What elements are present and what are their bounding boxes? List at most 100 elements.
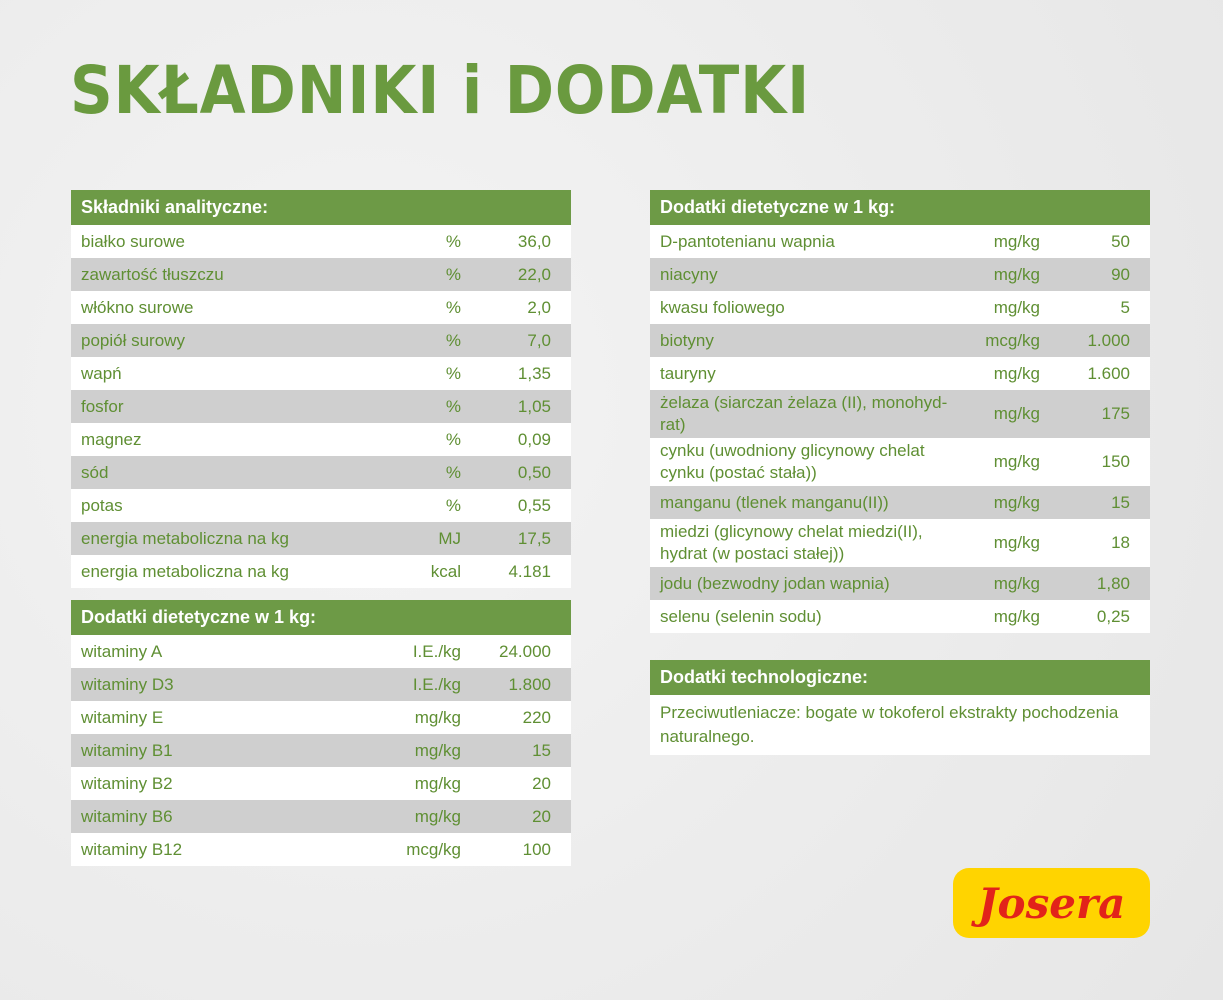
row-value: 17,5 [517, 528, 551, 548]
row-name: popiół surowy [81, 330, 185, 350]
table-row: białko surowe% 36,0 [71, 225, 571, 258]
row-unit: mg/kg [414, 806, 461, 826]
table-row: selenu (selenin sodu) mg/kg 0,25 [650, 600, 1150, 633]
table-row: energia metaboliczna na kg kcal 4.181 [71, 555, 571, 588]
logo: Josera [953, 868, 1150, 938]
row-value: 1,05 [517, 396, 551, 416]
table-row: tauryny mg/kg 1.600 [650, 357, 1150, 390]
row-value: 90 [1111, 264, 1130, 284]
row-name: sód [81, 462, 109, 482]
table-row: popiół surowy% 7,0 [71, 324, 571, 357]
row-unit: % [445, 297, 461, 317]
table-row: witaminy E mg/kg 220 [71, 701, 571, 734]
table-row: biotyny mcg/kg 1.000 [650, 324, 1150, 357]
note-text: Przeciwutleniacze: bogate w tokoferol ek… [650, 695, 1150, 755]
row-value: 1.000 [1087, 330, 1130, 350]
row-name: kwasu foliowego [660, 297, 785, 317]
row-unit: mg/kg [993, 606, 1040, 626]
row-name: jodu (bezwodny jodan wapnia) [660, 573, 890, 593]
row-value: 4.181 [508, 561, 551, 581]
table-row: żelaza (siarczan żelaza (II), monohyd-ra… [650, 390, 1150, 438]
row-value: 175 [1101, 404, 1130, 423]
row-value: 15 [532, 740, 551, 760]
analytic-table: Składniki analityczne: białko surowe% 36,0… [71, 190, 571, 588]
row-unit: mg/kg [993, 264, 1040, 284]
table-header: Dodatki dietetyczne w 1 kg: [650, 190, 1150, 225]
row-unit: mg/kg [414, 773, 461, 793]
row-name: magnez [81, 429, 142, 449]
row-name: witaminy B12 [81, 839, 183, 859]
row-unit: I.E./kg [412, 674, 461, 694]
row-unit: mg/kg [414, 740, 461, 760]
table-row: witaminy A I.E./kg 24.000 [71, 635, 571, 668]
row-name: tauryny [660, 363, 716, 383]
row-value: 20 [532, 773, 551, 793]
row-unit: % [445, 396, 461, 416]
row-value: 220 [522, 707, 551, 727]
row-name: energia metaboliczna na kg [81, 528, 289, 548]
row-name: potas [81, 495, 123, 515]
additives-table: Dodatki dietetyczne w 1 kg: witaminy A I.E… [71, 600, 571, 866]
row-name: witaminy B1 [81, 740, 173, 760]
row-name: energia metaboliczna na kg [81, 561, 289, 581]
row-name: witaminy D3 [81, 674, 174, 694]
row-value: 1.800 [508, 674, 551, 694]
row-name: manganu (tlenek manganu(II)) [660, 492, 889, 512]
row-name: witaminy E [81, 707, 164, 727]
table-row: witaminy D3 I.E./kg 1.800 [71, 668, 571, 701]
table-header: Składniki analityczne: [71, 190, 571, 225]
table-row: manganu (tlenek manganu(II)) mg/kg 15 [650, 486, 1150, 519]
row-name: witaminy B6 [81, 806, 173, 826]
row-name: włókno surowe [81, 297, 194, 317]
row-name: zawartość tłuszczu [81, 264, 224, 284]
table-row: witaminy B12 mcg/kg 100 [71, 833, 571, 866]
row-unit: mg/kg [993, 573, 1040, 593]
row-unit: mcg/kg [985, 330, 1040, 350]
row-unit: mg/kg [993, 297, 1040, 317]
table-row: niacyny mg/kg 90 [650, 258, 1150, 291]
table-row: D-pantotenianu wapnia mg/kg 50 [650, 225, 1150, 258]
row-name: biotyny [660, 330, 714, 350]
page-title: SKŁADNIKI i DODATKI [70, 52, 811, 129]
row-unit: % [445, 363, 461, 383]
table-row: magnez% 0,09 [71, 423, 571, 456]
table-header: Dodatki technologiczne: [650, 660, 1150, 695]
table-row: witaminy B1 mg/kg 15 [71, 734, 571, 767]
row-value: 7,0 [527, 330, 551, 350]
row-name: cynku (uwodniony glicynowy chelat cynku … [660, 441, 925, 482]
row-name: miedzi (glicynowy chelat miedzi(II), hyd… [660, 522, 923, 563]
row-unit: % [445, 231, 461, 251]
table-row: wapń% 1,35 [71, 357, 571, 390]
row-name: niacyny [660, 264, 718, 284]
row-value: 20 [532, 806, 551, 826]
row-value: 2,0 [527, 297, 551, 317]
row-unit: % [445, 429, 461, 449]
row-unit: mg/kg [993, 533, 1040, 552]
row-unit: % [445, 330, 461, 350]
row-value: 24.000 [499, 641, 551, 661]
row-value: 0,09 [517, 429, 551, 449]
table-row: witaminy B6 mg/kg 20 [71, 800, 571, 833]
row-name: żelaza (siarczan żelaza (II), monohyd-ra… [660, 393, 948, 434]
row-value: 50 [1111, 231, 1130, 251]
row-value: 22,0 [517, 264, 551, 284]
row-value: 36,0 [517, 231, 551, 251]
row-name: witaminy A [81, 641, 163, 661]
row-value: 18 [1111, 533, 1130, 552]
row-unit: mg/kg [414, 707, 461, 727]
row-value: 1,35 [517, 363, 551, 383]
table-header: Dodatki dietetyczne w 1 kg: [71, 600, 571, 635]
dietary-table: Dodatki dietetyczne w 1 kg: D-pantotenian… [650, 190, 1150, 633]
table-row: witaminy B2 mg/kg 20 [71, 767, 571, 800]
row-unit: mg/kg [993, 452, 1040, 471]
row-name: fosfor [81, 396, 124, 416]
row-value: 1,80 [1096, 573, 1130, 593]
table-row: potas% 0,55 [71, 489, 571, 522]
row-value: 15 [1111, 492, 1130, 512]
row-unit: mg/kg [993, 404, 1040, 423]
row-unit: % [445, 462, 461, 482]
table-row: zawartość tłuszczu% 22,0 [71, 258, 571, 291]
logo-text: Josera [977, 878, 1126, 928]
row-unit: mg/kg [993, 492, 1040, 512]
